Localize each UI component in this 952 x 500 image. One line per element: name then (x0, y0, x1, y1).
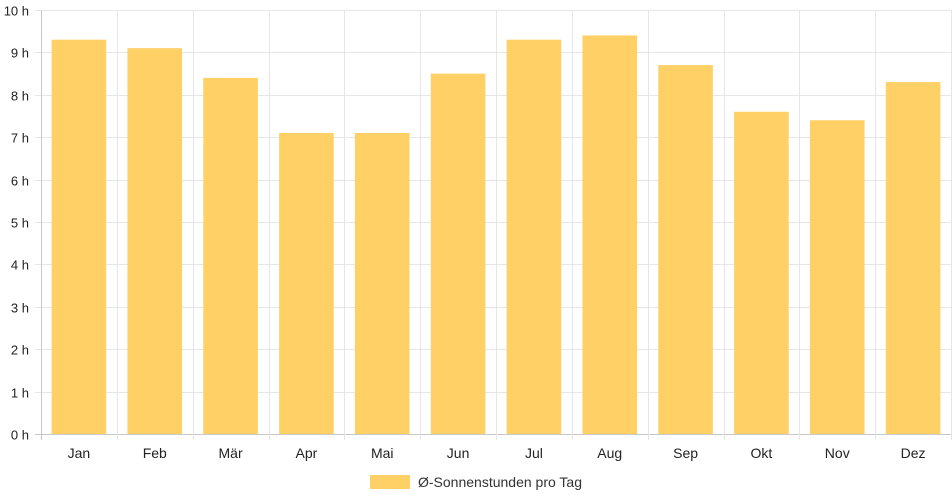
bar-mär[interactable] (203, 77, 258, 434)
bar-jul[interactable] (506, 39, 562, 435)
bar-okt[interactable] (734, 111, 789, 434)
legend-label: Ø-Sonnenstunden pro Tag (418, 474, 582, 490)
y-tick-label: 9 h (11, 46, 29, 61)
bar-aug[interactable] (582, 35, 638, 434)
bar-mai[interactable] (354, 132, 410, 434)
bar-chart: 0 h 1 h 2 h 3 h 4 h 5 h 6 h 7 h 8 h 9 h 10 h Jan Feb… (4, 4, 952, 461)
bar-sep[interactable] (658, 65, 713, 435)
y-tick-label: 5 h (11, 216, 29, 231)
y-tick-label: 6 h (11, 174, 29, 189)
x-tick-label: Okt (751, 445, 773, 461)
bar-jan[interactable] (51, 39, 107, 435)
x-tick-label: Mär (219, 445, 243, 461)
bar-jun[interactable] (430, 73, 486, 434)
x-tick-label: Mai (371, 445, 394, 461)
x-tick-label: Nov (825, 445, 850, 461)
x-tick-label: Apr (296, 445, 318, 461)
y-tick-label: 8 h (11, 89, 29, 104)
x-tick-label: Aug (597, 445, 622, 461)
y-tick-label: 4 h (11, 258, 29, 273)
x-tick-label: Jan (68, 445, 91, 461)
x-tick-label: Dez (901, 445, 926, 461)
x-tick-label: Jun (447, 445, 470, 461)
bar-nov[interactable] (809, 120, 865, 435)
y-tick-label: 3 h (11, 301, 29, 316)
x-tick-label: Jul (525, 445, 543, 461)
y-tick-label: 2 h (11, 343, 29, 358)
bar-dez[interactable] (885, 82, 941, 434)
bar-feb[interactable] (127, 48, 183, 434)
y-tick-label: 0 h (11, 428, 29, 443)
x-tick-label: Sep (673, 445, 698, 461)
bar-apr[interactable] (279, 132, 334, 434)
y-tick-label: 7 h (11, 131, 29, 146)
y-tick-label: 10 h (4, 4, 29, 19)
legend[interactable]: Ø-Sonnenstunden pro Tag (0, 470, 952, 494)
y-tick-label: 1 h (11, 386, 29, 401)
x-tick-label: Feb (143, 445, 167, 461)
legend-swatch (370, 475, 410, 489)
